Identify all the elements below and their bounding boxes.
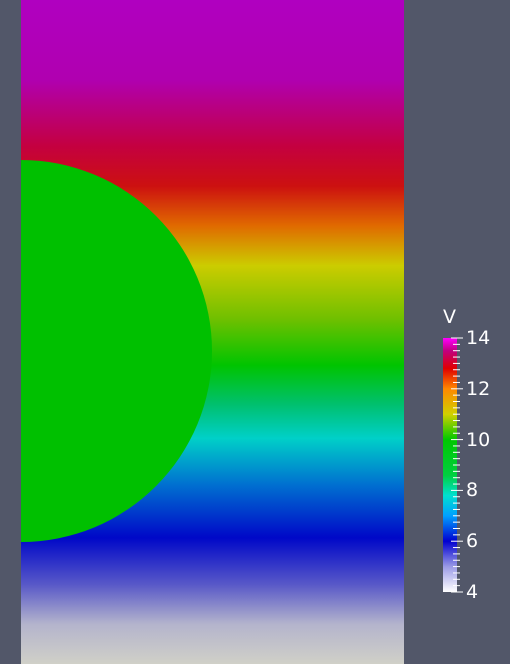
tick-label-8: 8: [466, 479, 479, 502]
tick-label-12: 12: [466, 377, 491, 400]
tick-label-10: 10: [466, 428, 491, 451]
tick-label-6: 6: [466, 530, 479, 553]
tick-label-4: 4: [466, 581, 479, 603]
tick-label-14: 14: [466, 327, 491, 349]
colorbar-ticks: [451, 337, 463, 593]
sphere: [21, 160, 212, 542]
colorbar-title: V: [443, 306, 456, 328]
